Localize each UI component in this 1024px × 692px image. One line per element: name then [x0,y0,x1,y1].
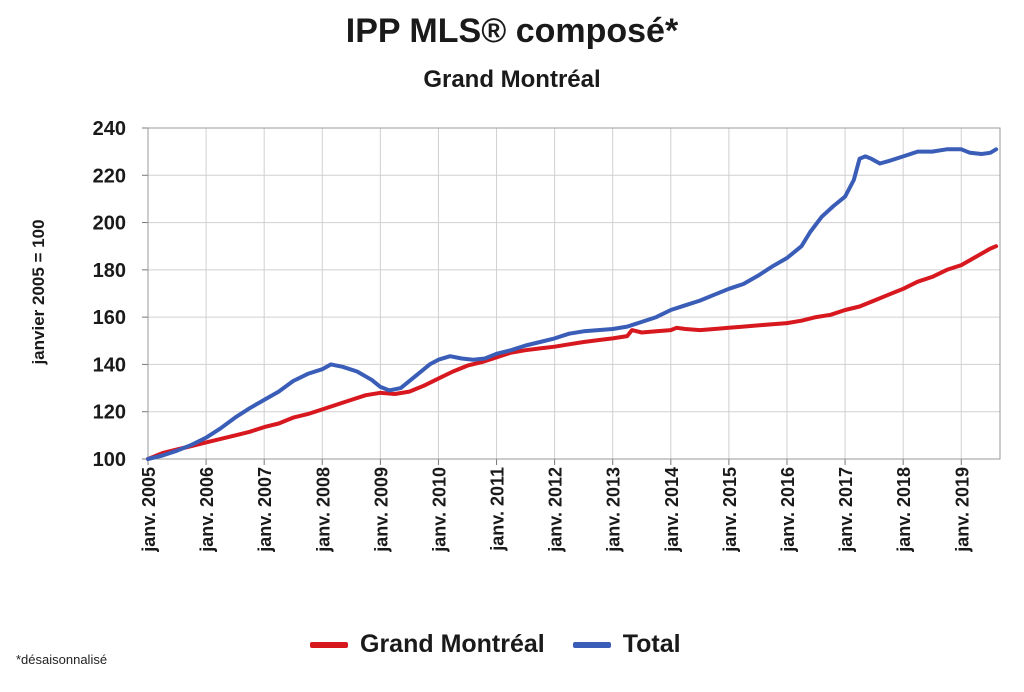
chart-title: IPP MLS® composé* [345,12,679,50]
x-tick-label: janv. 2005 [139,467,159,553]
series-line-grand-montr-al [146,244,999,461]
legend: Grand Montréal Total [310,630,681,659]
y-tick-label: 180 [93,260,126,282]
y-axis-label: janvier 2005 = 100 [29,219,48,365]
x-tick-label: janv. 2015 [720,467,740,553]
x-tick-label: janv. 2012 [546,467,566,553]
chart-subtitle: Grand Montréal [423,66,601,93]
x-tick-label: janv. 2009 [371,467,391,553]
legend-item-grand-montreal: Grand Montréal [310,630,545,659]
series-group [146,147,999,461]
y-tick-label: 160 [93,307,126,329]
y-tick-label: 100 [93,449,126,471]
legend-item-total: Total [572,630,681,659]
legend-swatch-red [310,641,348,648]
x-tick-label: janv. 2006 [197,467,217,553]
x-tick-label: janv. 2019 [952,467,972,553]
footnote: *désaisonnalisé [16,652,108,667]
x-tick-label: janv. 2014 [662,467,682,553]
y-tick-label: 140 [93,354,126,376]
plot-frame [147,127,1001,460]
legend-label: Total [622,630,681,658]
x-tick-label: janv. 2008 [313,467,333,553]
legend-swatch-blue [572,641,611,648]
x-tick-label: janv. 2013 [604,467,624,553]
x-tick-label: janv. 2011 [488,467,508,552]
y-tick-label: 120 [93,402,126,424]
legend-label: Grand Montréal [360,630,545,658]
y-tick-label: 220 [93,165,126,187]
x-tick-label: janv. 2007 [255,467,275,553]
series-line-total [146,147,999,461]
tick-labels: 100 120 140 160 180 200 220 240 janv. 2005 janv. … [93,118,973,553]
x-tick-label: janv. 2016 [778,467,798,553]
y-tick-label: 200 [93,213,126,235]
axes [142,127,1001,465]
x-tick-label: janv. 2017 [836,467,856,553]
x-tick-label: janv. 2018 [894,467,914,553]
x-tick-label: janv. 2010 [429,467,449,553]
grid-lines [147,127,1000,460]
y-tick-label: 240 [93,118,126,140]
